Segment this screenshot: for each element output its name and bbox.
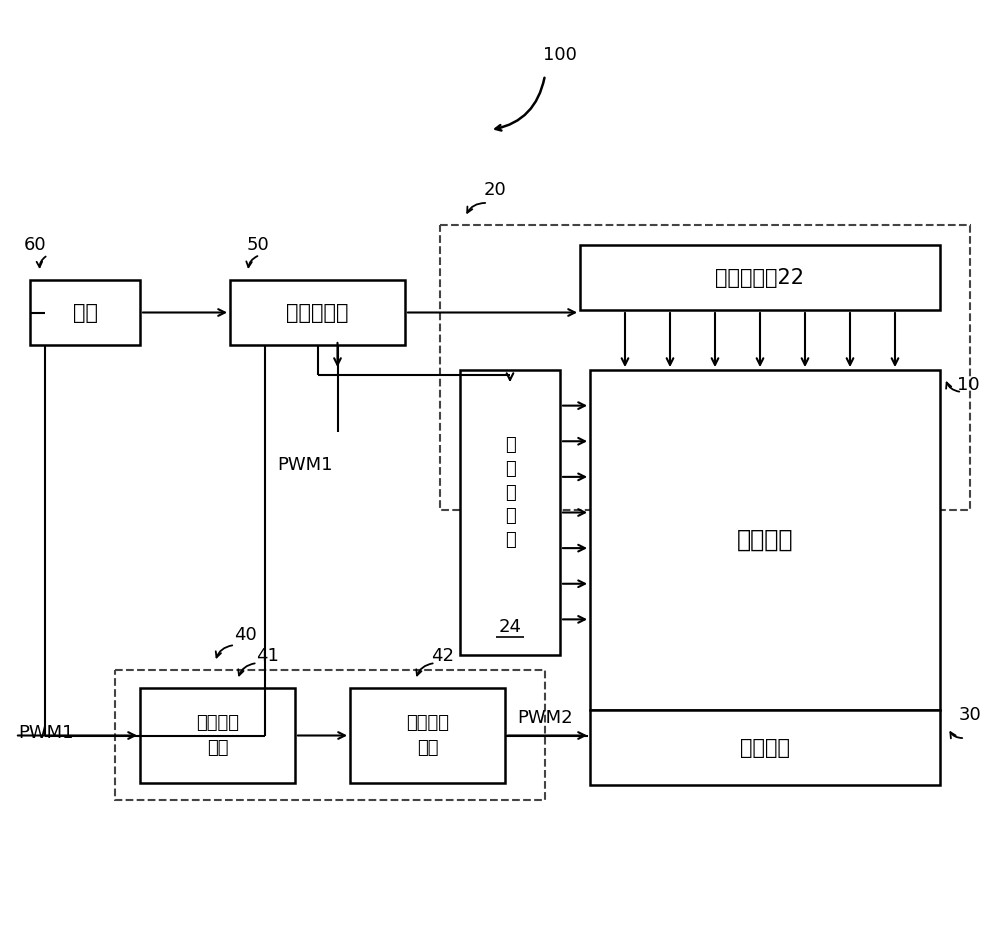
Bar bbox=[590, 370, 940, 710]
Text: 40: 40 bbox=[234, 626, 256, 644]
Text: 100: 100 bbox=[543, 46, 577, 64]
Text: 10: 10 bbox=[957, 376, 979, 394]
Bar bbox=[350, 688, 505, 783]
Text: 数据驱动器22: 数据驱动器22 bbox=[716, 268, 804, 287]
Bar bbox=[440, 225, 970, 510]
Bar bbox=[140, 688, 295, 783]
Text: 30: 30 bbox=[959, 706, 981, 724]
Text: 41: 41 bbox=[256, 647, 279, 665]
Text: 20: 20 bbox=[484, 181, 506, 199]
Text: PWM1: PWM1 bbox=[277, 456, 332, 474]
Bar bbox=[230, 280, 405, 345]
Text: 60: 60 bbox=[24, 236, 46, 254]
Text: 显示面板: 显示面板 bbox=[737, 528, 793, 552]
Text: 50: 50 bbox=[247, 236, 269, 254]
Text: 背光单元: 背光单元 bbox=[740, 737, 790, 758]
Text: 主机: 主机 bbox=[72, 302, 98, 322]
Text: PWM1: PWM1 bbox=[18, 724, 74, 742]
Text: 信号检测
模块: 信号检测 模块 bbox=[196, 714, 239, 757]
Bar bbox=[30, 280, 140, 345]
Text: PWM2: PWM2 bbox=[517, 709, 573, 727]
Text: 时序控制器: 时序控制器 bbox=[286, 302, 349, 322]
Text: 信号发生
模块: 信号发生 模块 bbox=[406, 714, 449, 757]
Text: 栅
极
驱
动
器: 栅 极 驱 动 器 bbox=[505, 437, 515, 548]
Text: 42: 42 bbox=[431, 647, 454, 665]
Bar bbox=[590, 710, 940, 785]
Bar bbox=[115, 670, 545, 800]
Bar bbox=[580, 245, 940, 310]
Bar bbox=[460, 370, 560, 655]
Text: 24: 24 bbox=[498, 618, 522, 636]
